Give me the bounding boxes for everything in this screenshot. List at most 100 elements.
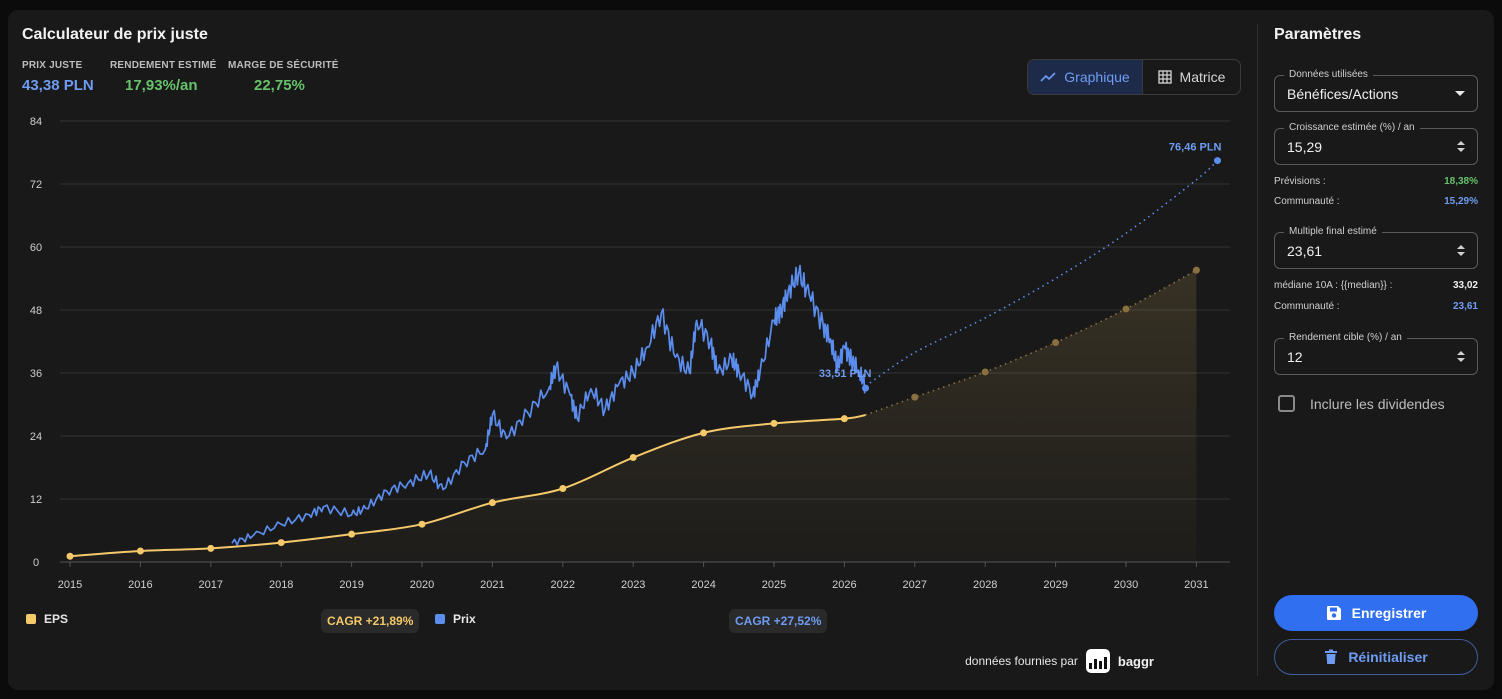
stepper-icon[interactable] bbox=[1457, 351, 1465, 362]
y-tick-label: 48 bbox=[30, 305, 42, 317]
y-tick-label: 36 bbox=[30, 368, 42, 380]
eps-point bbox=[207, 544, 215, 552]
eps-point bbox=[348, 530, 356, 538]
metric-value: 17,93%/an bbox=[125, 77, 198, 94]
x-tick-label: 2022 bbox=[551, 579, 575, 591]
x-tick-label: 2015 bbox=[58, 579, 82, 591]
stepper-icon[interactable] bbox=[1457, 245, 1465, 256]
save-button[interactable]: Enregistrer bbox=[1274, 595, 1478, 631]
legend-eps: EPS bbox=[26, 612, 68, 626]
checkbox-box[interactable] bbox=[1278, 395, 1295, 412]
community-multiple-label: Communauté : bbox=[1274, 301, 1340, 312]
y-tick-label: 60 bbox=[30, 242, 42, 254]
forecasts-label: Prévisions : bbox=[1274, 176, 1326, 187]
price-last-label: 33,51 PLN bbox=[819, 368, 872, 380]
eps-point bbox=[700, 429, 708, 437]
price-projection-line bbox=[865, 159, 1219, 387]
grid-icon bbox=[1157, 70, 1172, 84]
reset-button[interactable]: Réinitialiser bbox=[1274, 639, 1478, 675]
median-label: médiane 10A : {{median}} : bbox=[1274, 280, 1393, 291]
x-tick-label: 2029 bbox=[1043, 579, 1067, 591]
median-row: médiane 10A : {{median}} : 33,02 bbox=[1274, 280, 1478, 291]
tab-matrix-label: Matrice bbox=[1179, 69, 1226, 85]
trend-icon bbox=[1040, 72, 1056, 82]
tab-chart[interactable]: Graphique bbox=[1028, 60, 1143, 94]
target-return-input[interactable]: Rendement cible (%) / an 12 bbox=[1274, 332, 1478, 375]
caret-down-icon bbox=[1455, 91, 1465, 96]
eps-projection-point bbox=[1122, 305, 1130, 313]
metric-fair-price: PRIX JUSTE 43,38 PLN bbox=[22, 60, 94, 94]
dividends-label: Inclure les dividendes bbox=[1310, 395, 1445, 412]
metric-label: RENDEMENT ESTIMÉ bbox=[110, 60, 217, 71]
tab-chart-label: Graphique bbox=[1064, 69, 1130, 85]
params-title: Paramètres bbox=[1274, 26, 1362, 43]
baggr-logo-icon bbox=[1085, 649, 1110, 673]
x-tick-label: 2027 bbox=[903, 579, 927, 591]
y-tick-label: 84 bbox=[30, 116, 42, 128]
median-value: 33,02 bbox=[1452, 280, 1478, 291]
credits-text: données fournies par bbox=[965, 654, 1078, 668]
community-growth-value: 15,29% bbox=[1444, 196, 1478, 207]
data-used-value: Bénéfices/Actions bbox=[1287, 85, 1399, 102]
panel-divider bbox=[1257, 24, 1258, 676]
eps-point bbox=[559, 485, 567, 492]
y-tick-label: 72 bbox=[30, 179, 42, 191]
x-tick-label: 2031 bbox=[1184, 579, 1208, 591]
legend-eps-label: EPS bbox=[44, 612, 69, 626]
x-tick-label: 2018 bbox=[269, 579, 293, 591]
eps-point bbox=[488, 499, 496, 507]
multiple-label: Multiple final estimé bbox=[1284, 226, 1382, 237]
data-used-label: Données utilisées bbox=[1284, 69, 1373, 80]
multiple-input[interactable]: Multiple final estimé 23,61 bbox=[1274, 226, 1478, 269]
metric-value: 22,75% bbox=[254, 77, 305, 94]
eps-projection-point bbox=[1052, 339, 1060, 347]
save-icon bbox=[1326, 606, 1341, 620]
forecasts-value: 18,38% bbox=[1444, 176, 1478, 187]
data-credits: données fournies par baggr bbox=[965, 649, 1154, 673]
growth-input[interactable]: Croissance estimée (%) / an 15,29 bbox=[1274, 122, 1478, 165]
metric-label: PRIX JUSTE bbox=[22, 60, 83, 71]
x-tick-label: 2017 bbox=[199, 579, 223, 591]
view-toggle: Graphique Matrice bbox=[1027, 59, 1241, 95]
metric-value: 43,38 PLN bbox=[22, 77, 94, 94]
data-used-select[interactable]: Données utilisées Bénéfices/Actions bbox=[1274, 69, 1478, 112]
x-tick-label: 2024 bbox=[691, 579, 715, 591]
eps-point bbox=[66, 552, 74, 560]
eps-point bbox=[840, 415, 848, 423]
x-tick-label: 2023 bbox=[621, 579, 645, 591]
eps-area bbox=[70, 270, 1197, 562]
metric-safety-margin: MARGE DE SÉCURITÉ 22,75% bbox=[228, 60, 339, 94]
price-last-point bbox=[862, 384, 870, 392]
community-multiple-value: 23,61 bbox=[1452, 301, 1478, 312]
eps-point bbox=[629, 454, 637, 462]
stepper-icon[interactable] bbox=[1457, 141, 1465, 152]
forecasts-row: Prévisions : 18,38% bbox=[1274, 176, 1478, 187]
tab-matrix[interactable]: Matrice bbox=[1143, 60, 1240, 94]
metric-estimated-return: RENDEMENT ESTIMÉ 17,93%/an bbox=[110, 60, 217, 94]
x-tick-label: 2028 bbox=[973, 579, 997, 591]
y-tick-label: 0 bbox=[33, 557, 39, 569]
page-title: Calculateur de prix juste bbox=[22, 26, 208, 43]
credits-brand: baggr bbox=[1117, 653, 1154, 669]
calculator-card bbox=[8, 10, 1494, 690]
legend-price: Prix bbox=[435, 612, 476, 626]
x-tick-label: 2019 bbox=[339, 579, 363, 591]
eps-cagr-badge: CAGR +21,89% bbox=[321, 609, 420, 633]
growth-value: 15,29 bbox=[1287, 138, 1323, 155]
growth-label: Croissance estimée (%) / an bbox=[1284, 122, 1420, 133]
save-label: Enregistrer bbox=[1351, 605, 1427, 621]
x-tick-label: 2026 bbox=[832, 579, 856, 591]
eps-point bbox=[770, 419, 778, 427]
eps-point bbox=[136, 547, 144, 555]
eps-projection-point bbox=[981, 368, 989, 376]
eps-point bbox=[418, 520, 426, 528]
dividends-checkbox[interactable]: Inclure les dividendes bbox=[1278, 395, 1445, 412]
price-cagr-badge: CAGR +27,52% bbox=[729, 609, 828, 633]
target-return-value: 12 bbox=[1287, 348, 1303, 365]
x-tick-label: 2021 bbox=[480, 579, 504, 591]
metric-label: MARGE DE SÉCURITÉ bbox=[228, 60, 339, 71]
x-tick-label: 2030 bbox=[1114, 579, 1138, 591]
price-swatch bbox=[435, 614, 445, 624]
community-multiple-row: Communauté : 23,61 bbox=[1274, 301, 1478, 312]
